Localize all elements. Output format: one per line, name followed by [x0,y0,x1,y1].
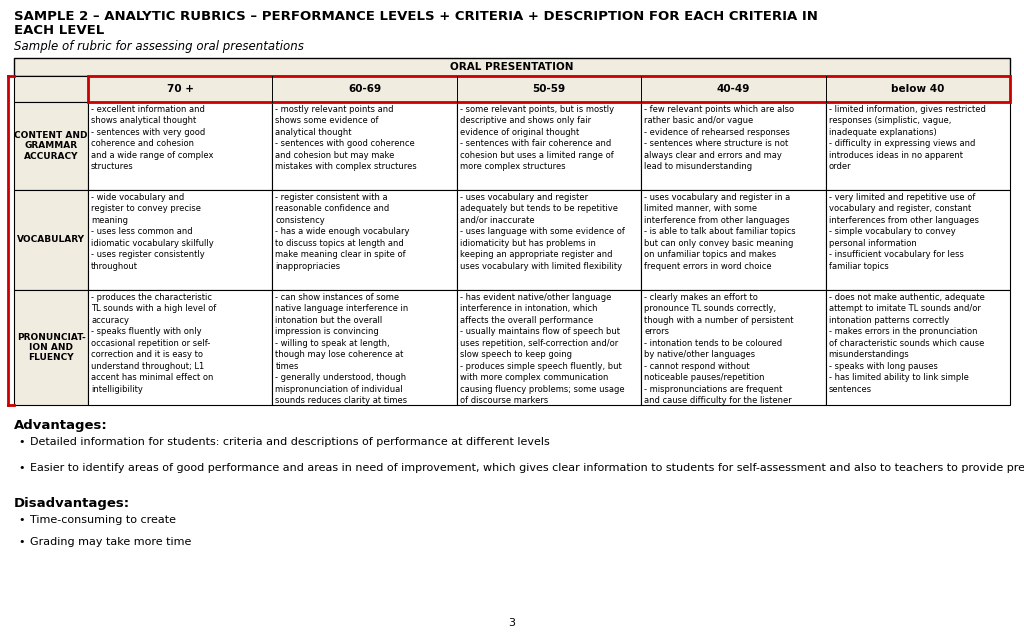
Text: VOCABULARY: VOCABULARY [17,235,85,244]
Bar [641,290,825,405]
Text: PRONUNCIAT-
ION AND
FLUENCY: PRONUNCIAT- ION AND FLUENCY [16,332,85,362]
Text: - clearly makes an effort to
pronounce TL sounds correctly,
though with a number: - clearly makes an effort to pronounce T… [644,293,794,405]
Bar [88,290,272,405]
Bar [272,190,457,290]
Bar [641,102,825,190]
Text: 3: 3 [509,618,515,628]
Bar [457,190,641,290]
Text: 70 +: 70 + [167,84,194,94]
Bar [272,102,457,190]
Text: below 40: below 40 [891,84,944,94]
Bar [14,102,88,190]
Text: ORAL PRESENTATION: ORAL PRESENTATION [451,62,573,72]
Text: - produces the characteristic
TL sounds with a high level of
accuracy
- speaks f: - produces the characteristic TL sounds … [91,293,216,394]
Text: - register consistent with a
reasonable confidence and
consistency
- has a wide : - register consistent with a reasonable … [275,193,410,271]
Text: Time-consuming to create: Time-consuming to create [30,515,176,525]
Bar [14,76,88,102]
Text: 50-59: 50-59 [532,84,565,94]
Bar [88,190,272,290]
Text: - mostly relevant points and
shows some evidence of
analytical thought
- sentenc: - mostly relevant points and shows some … [275,105,417,171]
Text: •: • [18,437,25,447]
Text: - has evident native/other language
interference in intonation, which
affects th: - has evident native/other language inte… [460,293,625,405]
Bar [88,102,272,190]
Text: SAMPLE 2 – ANALYTIC RUBRICS – PERFORMANCE LEVELS + CRITERIA + DESCRIPTION FOR EA: SAMPLE 2 – ANALYTIC RUBRICS – PERFORMANC… [14,10,818,23]
Text: - uses vocabulary and register in a
limited manner, with some
interference from : - uses vocabulary and register in a limi… [644,193,796,271]
Text: 40-49: 40-49 [717,84,751,94]
Text: 60-69: 60-69 [348,84,381,94]
Text: EACH LEVEL: EACH LEVEL [14,24,104,37]
Bar [825,102,1010,190]
Text: - some relevant points, but is mostly
descriptive and shows only fair
evidence o: - some relevant points, but is mostly de… [460,105,614,171]
Text: Advantages:: Advantages: [14,419,108,432]
Text: Disadvantages:: Disadvantages: [14,497,130,510]
Bar [88,76,1010,102]
Text: - limited information, gives restricted
responses (simplistic, vague,
inadequate: - limited information, gives restricted … [828,105,985,171]
Text: CONTENT AND
GRAMMAR
ACCURACY: CONTENT AND GRAMMAR ACCURACY [14,131,88,161]
Bar [14,58,1010,76]
Bar [825,190,1010,290]
Text: - wide vocabulary and
register to convey precise
meaning
- uses less common and
: - wide vocabulary and register to convey… [91,193,214,271]
Text: •: • [18,515,25,525]
Text: - few relevant points which are also
rather basic and/or vague
- evidence of reh: - few relevant points which are also rat… [644,105,795,171]
Bar [272,290,457,405]
Bar [641,190,825,290]
Bar [825,290,1010,405]
Text: - can show instances of some
native language interference in
intonation but the : - can show instances of some native lang… [275,293,409,405]
Text: - uses vocabulary and register
adequately but tends to be repetitive
and/or inac: - uses vocabulary and register adequatel… [460,193,625,271]
Text: Sample of rubric for assessing oral presentations: Sample of rubric for assessing oral pres… [14,40,304,53]
Bar [14,290,88,405]
Text: - does not make authentic, adequate
attempt to imitate TL sounds and/or
intonati: - does not make authentic, adequate atte… [828,293,984,394]
Text: •: • [18,537,25,547]
Text: Easier to identify areas of good performance and areas in need of improvement, w: Easier to identify areas of good perform… [30,463,1024,473]
Text: Grading may take more time: Grading may take more time [30,537,191,547]
Text: - very limited and repetitive use of
vocabulary and register, constant
interfere: - very limited and repetitive use of voc… [828,193,979,271]
Text: - excellent information and
shows analytical thought
- sentences with very good
: - excellent information and shows analyt… [91,105,213,171]
Bar [14,190,88,290]
Bar [457,102,641,190]
Text: Detailed information for students: criteria and descriptions of performance at d: Detailed information for students: crite… [30,437,550,447]
Text: •: • [18,463,25,473]
Bar [457,290,641,405]
